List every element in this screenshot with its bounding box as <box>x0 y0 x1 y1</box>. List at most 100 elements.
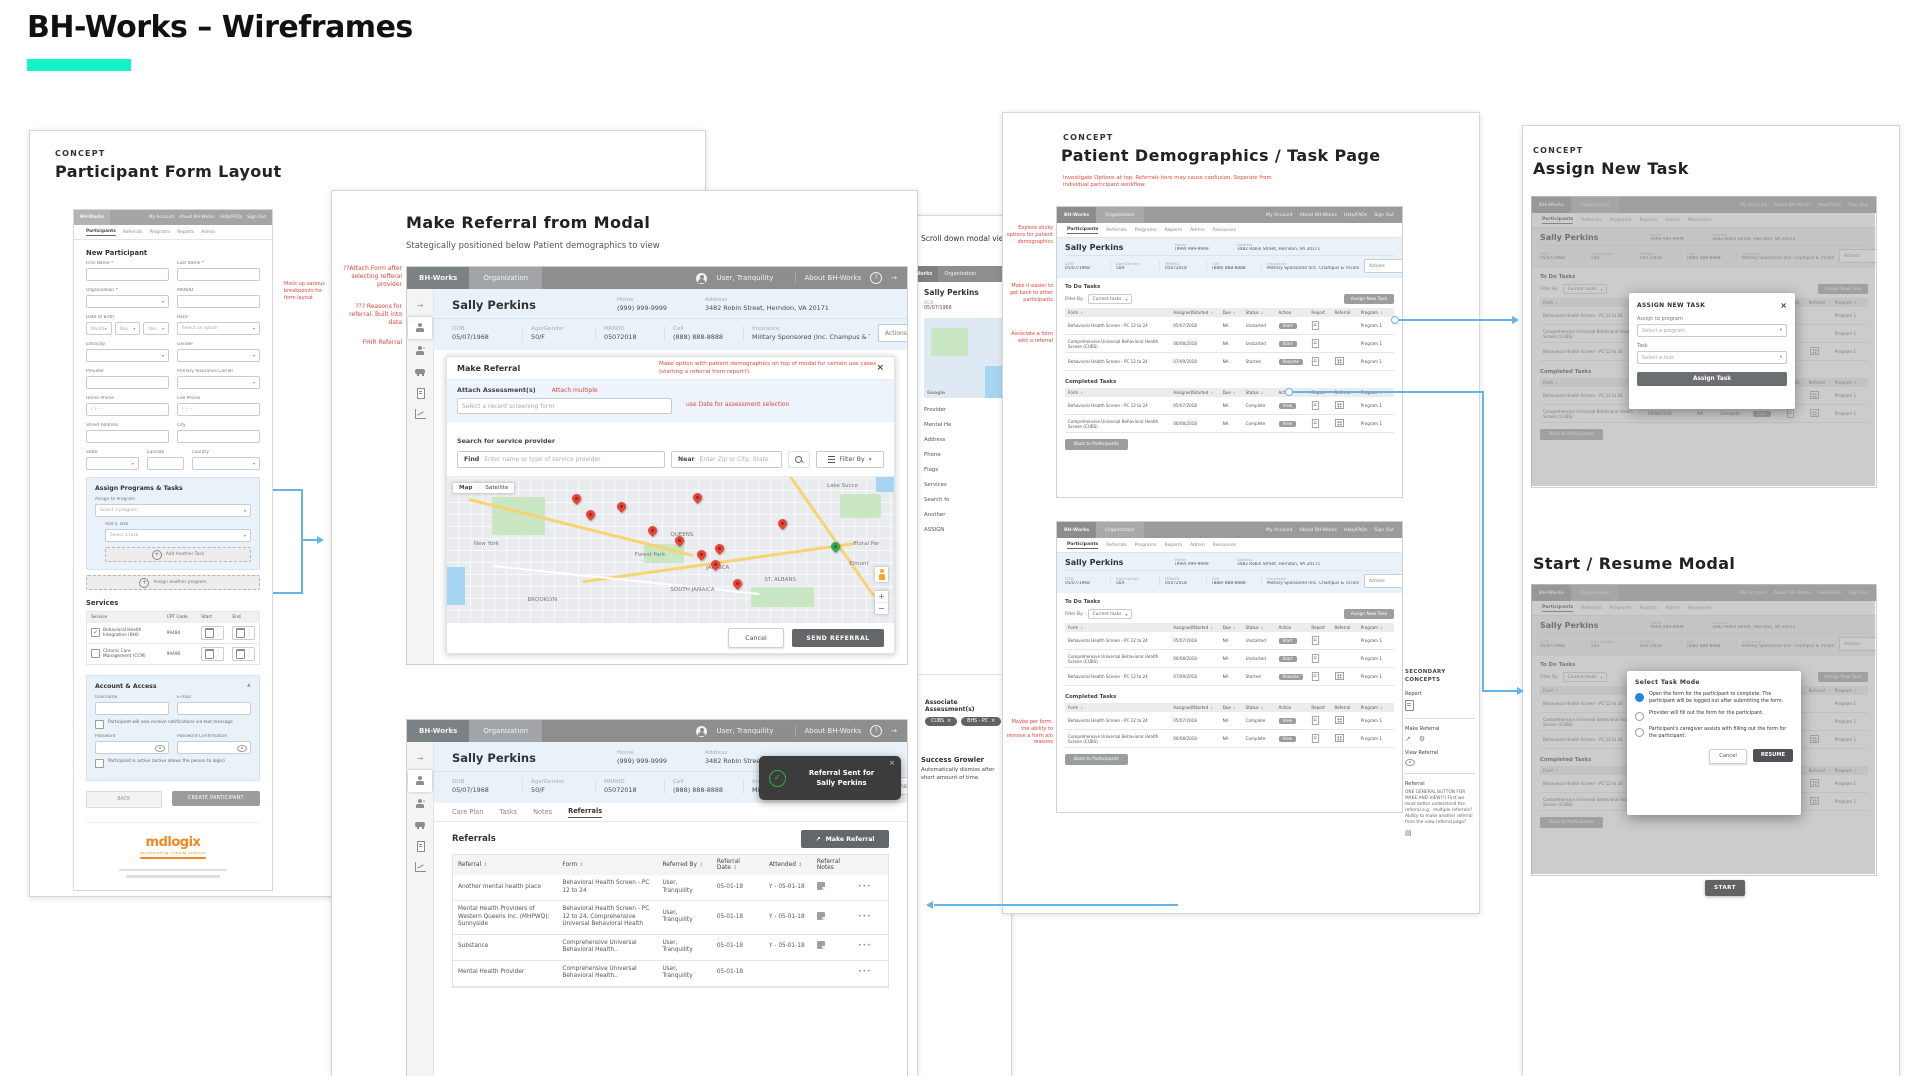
radio-selected-icon[interactable] <box>1635 693 1644 702</box>
username-field[interactable] <box>95 702 169 715</box>
assign-task-button[interactable]: Assign Task <box>1637 372 1787 386</box>
column-header[interactable]: Program↕ <box>1831 766 1868 775</box>
group-icon[interactable] <box>410 342 430 360</box>
column-header[interactable]: Due↕ <box>1219 308 1243 317</box>
note-icon[interactable] <box>816 941 825 950</box>
help-icon[interactable]: ? <box>870 272 883 284</box>
referral-icon[interactable] <box>1335 734 1345 742</box>
input-field[interactable] <box>86 376 169 389</box>
month-select[interactable]: Month ▾ <box>86 322 112 335</box>
resume-button[interactable]: RESUME <box>1753 748 1793 762</box>
date-input[interactable]: / / <box>201 647 225 661</box>
actions-dropdown[interactable]: Actions▾ <box>1364 574 1402 588</box>
tab-notes[interactable]: Notes <box>533 808 553 816</box>
document-icon[interactable] <box>410 384 430 402</box>
option-participant[interactable]: Open the form for the participant to com… <box>1635 692 1793 705</box>
tab-programs[interactable]: Programs <box>1609 217 1632 223</box>
nav-signout[interactable]: Sign Out <box>1374 527 1394 533</box>
report-icon[interactable] <box>1312 635 1320 645</box>
nav-my-account[interactable]: My Account <box>1266 212 1293 218</box>
tab-participants[interactable]: Participants <box>1542 216 1574 224</box>
chart-icon[interactable] <box>410 405 430 423</box>
assign-new-task-button[interactable]: Assign New Task <box>1343 609 1394 619</box>
tab-referrals[interactable]: Referrals <box>122 229 143 235</box>
nav-about[interactable]: About BH-Works <box>1299 212 1337 218</box>
view-button[interactable]: View <box>1278 717 1297 724</box>
password-confirm-field[interactable] <box>177 741 251 754</box>
year-select[interactable]: Year ▾ <box>143 322 170 335</box>
eye-icon[interactable] <box>237 745 247 752</box>
view-button[interactable]: View <box>1278 735 1297 742</box>
input-field[interactable] <box>146 457 184 470</box>
more-actions-icon[interactable]: ••• <box>858 969 872 976</box>
task-select[interactable]: Select a task ▾ <box>1637 351 1787 364</box>
input-field[interactable] <box>177 430 260 443</box>
option-provider[interactable]: Provider will fill out the form for the … <box>1635 711 1793 722</box>
day-select[interactable]: Day ▾ <box>114 322 141 335</box>
tab-reports[interactable]: Reports <box>1639 605 1658 611</box>
start-button[interactable]: Start <box>1278 322 1297 329</box>
input-field[interactable] <box>86 430 169 443</box>
start-button[interactable]: START <box>1705 880 1745 896</box>
column-header[interactable]: Attended ↕ <box>764 855 812 875</box>
tab-resources[interactable]: Resources <box>1212 227 1237 233</box>
collapse-icon[interactable]: → <box>416 300 424 310</box>
filter-select[interactable]: Current tasks ▾ <box>1087 609 1133 619</box>
view-button[interactable]: View <box>1278 402 1297 409</box>
tab-referrals[interactable]: Referrals <box>1581 605 1602 611</box>
option-caregiver[interactable]: Participant's caregiver assists with fil… <box>1635 727 1793 740</box>
user-menu[interactable]: User, Tranquility <box>716 727 774 735</box>
input-field[interactable] <box>177 268 260 281</box>
tab-resources[interactable]: Resources <box>1212 542 1237 548</box>
assign-another-program-button[interactable]: + Assign another program <box>86 575 260 590</box>
tab-programs[interactable]: Programs <box>1134 542 1157 548</box>
select-field[interactable]: ▾ <box>191 457 260 470</box>
actions-dropdown[interactable]: Actions▾ <box>1839 637 1876 651</box>
tab-participants[interactable]: Participants <box>1067 226 1099 234</box>
tab-programs[interactable]: Programs <box>149 229 171 235</box>
find-input[interactable]: Find Enter name or type of service provid… <box>457 451 665 468</box>
nav-about[interactable]: About BH-Works <box>179 215 215 220</box>
tab-reports[interactable]: Reports <box>1164 227 1183 233</box>
assessment-chip[interactable]: CUBS × <box>925 717 958 726</box>
input-field[interactable] <box>86 268 169 281</box>
back-to-participants-button[interactable]: Back to Participants <box>1540 817 1603 828</box>
help-icon[interactable]: ? <box>870 725 883 737</box>
org-menu[interactable]: Organization <box>469 267 543 289</box>
assign-new-task-button[interactable]: Assign New Task <box>1817 672 1868 682</box>
column-header[interactable]: Form ↕ <box>557 855 658 875</box>
nav-help[interactable]: Help/FAQs <box>219 215 243 220</box>
column-header[interactable]: Due↕ <box>1219 388 1243 397</box>
assessment-chip[interactable]: BHS - PC × <box>961 717 1002 726</box>
column-header[interactable]: Status↕ <box>1242 308 1276 317</box>
collapse-icon[interactable]: → <box>416 753 424 763</box>
search-button[interactable] <box>788 451 810 468</box>
nav-my-account[interactable]: My Account <box>1740 590 1767 596</box>
assign-program-select[interactable]: Select a program ▾ <box>95 504 251 517</box>
org-menu[interactable]: Organization <box>1096 207 1144 223</box>
report-icon[interactable] <box>1312 418 1320 428</box>
column-header[interactable]: Due↕ <box>1219 703 1243 712</box>
tab-referrals[interactable]: Referrals <box>1581 217 1602 223</box>
radio-icon[interactable] <box>1635 728 1644 738</box>
tab-admin[interactable]: Admin <box>1190 542 1205 548</box>
assign-new-task-button[interactable]: Assign New Task <box>1343 294 1394 304</box>
org-menu[interactable]: Organization <box>1571 197 1619 213</box>
zoom-in-button[interactable]: + <box>875 591 888 603</box>
map-pin-icon[interactable] <box>614 499 628 513</box>
column-header[interactable]: Assigned/Started↕ <box>1170 703 1220 712</box>
tab-admin[interactable]: Admin <box>1665 217 1680 223</box>
referral-icon[interactable] <box>1809 347 1819 355</box>
collapse-icon[interactable]: ∧ <box>246 683 251 689</box>
group-icon[interactable] <box>410 795 430 813</box>
near-input[interactable]: Near Enter Zip or City, State <box>671 451 782 468</box>
assessment-select[interactable]: Select a recent screening form <box>457 398 672 414</box>
close-icon[interactable]: × <box>889 759 895 767</box>
column-header[interactable]: Referred By ↕ <box>657 855 712 875</box>
more-actions-icon[interactable]: ••• <box>858 883 872 890</box>
tab-reports[interactable]: Reports <box>1639 217 1658 223</box>
date-input[interactable]: / / <box>232 626 255 640</box>
nav-my-account[interactable]: My Account <box>1266 527 1293 533</box>
column-header[interactable]: Program↕ <box>1831 378 1868 387</box>
map-pin-icon[interactable] <box>570 492 584 506</box>
